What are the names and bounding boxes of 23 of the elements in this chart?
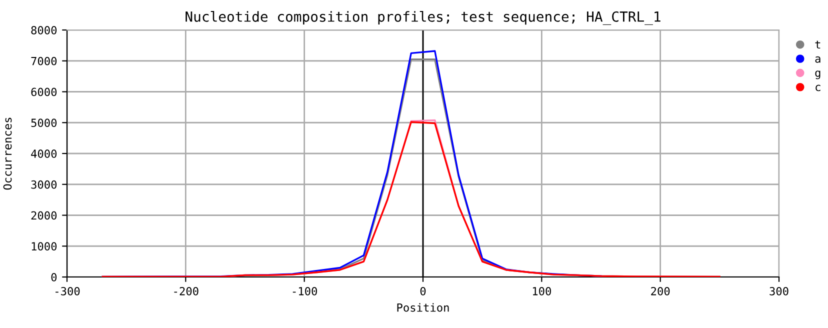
- x-tick-label: 300: [770, 286, 788, 296]
- y-tick-label: 1000: [32, 242, 57, 251]
- y-tick-label: 4000: [31, 150, 57, 158]
- y-tick-label: 0: [51, 273, 57, 282]
- x-tick-label: 0: [420, 286, 426, 296]
- y-tick-label: 3000: [31, 180, 57, 189]
- legend-label: c: [816, 84, 820, 92]
- x-tick-label: -200: [174, 286, 198, 296]
- x-tick-label: -100: [292, 286, 317, 296]
- y-tick-label: 6000: [31, 88, 57, 96]
- legend-label: t: [815, 40, 820, 48]
- legend-label: g: [815, 70, 820, 80]
- y-tick-label: 5000: [31, 118, 57, 128]
- x-tick-label: 100: [532, 286, 551, 296]
- legend-label: a: [815, 56, 820, 63]
- x-axis-title: Position: [397, 303, 449, 312]
- x-tick-label: 200: [651, 286, 670, 296]
- y-tick-label: 8000: [31, 26, 57, 34]
- y-tick-label: 2000: [31, 211, 57, 220]
- chart-title: Nucleotide composition profiles; test sequence; HA_CTRL_1: [186, 11, 660, 25]
- x-tick-label: -300: [56, 286, 80, 296]
- y-axis-title: Occurrences: [3, 118, 12, 190]
- y-tick-label: 7000: [31, 56, 57, 66]
